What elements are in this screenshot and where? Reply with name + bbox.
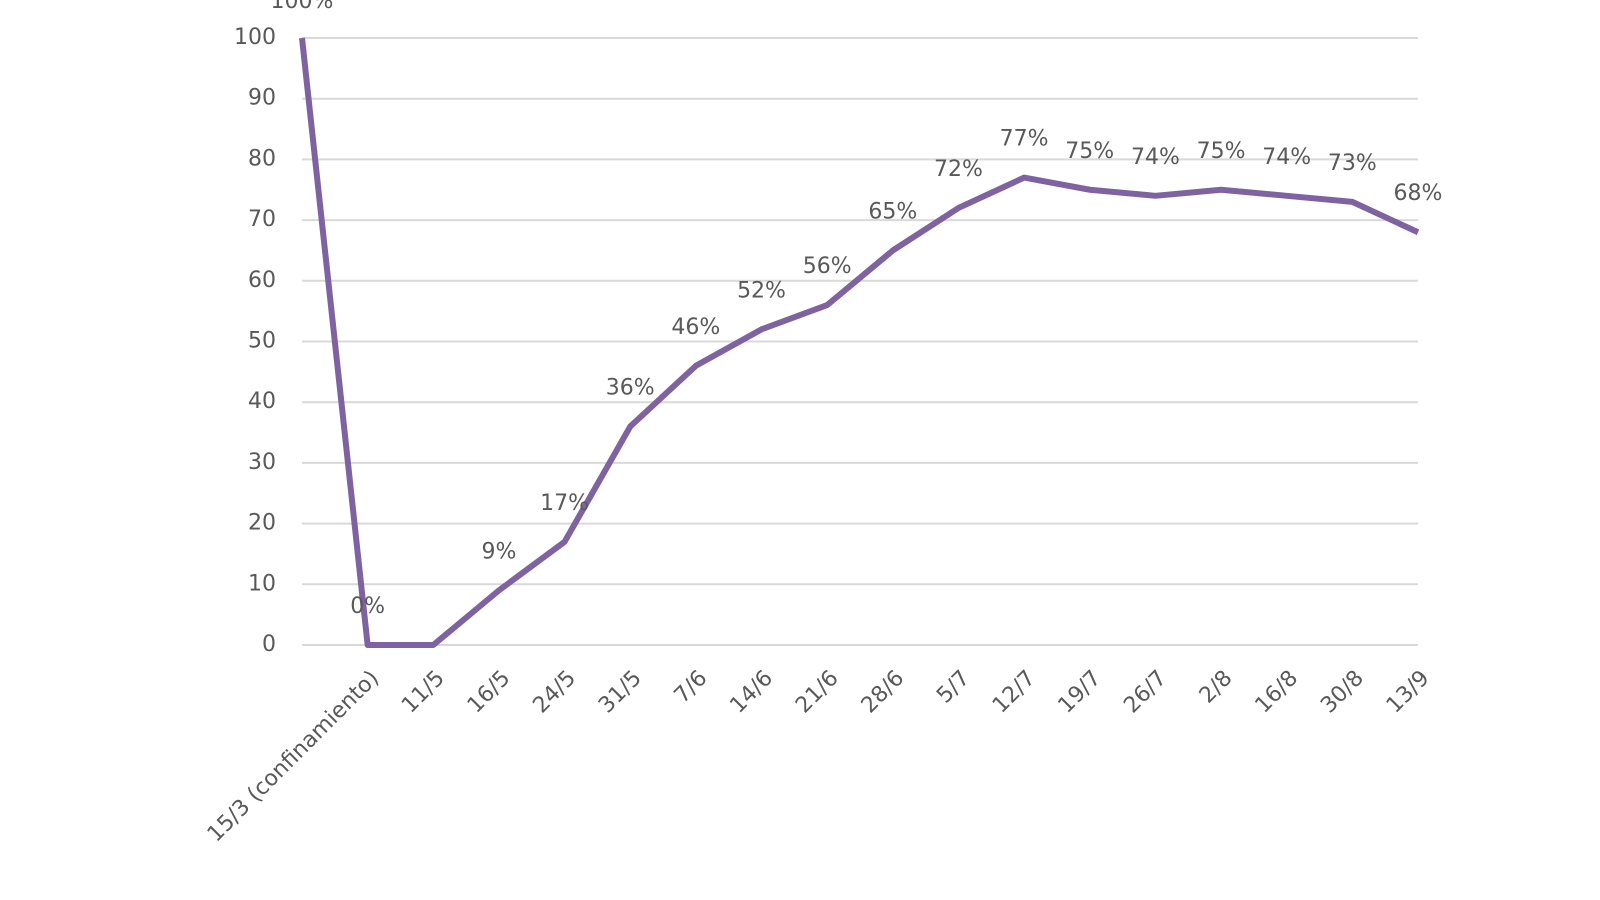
y-tick-label: 50 <box>248 329 276 354</box>
x-tick-label: 5/7 <box>932 666 975 709</box>
data-label: 75% <box>1197 139 1246 164</box>
data-label: 77% <box>1000 127 1049 152</box>
data-label: 72% <box>934 157 983 182</box>
x-tick-label: 28/6 <box>857 666 910 719</box>
data-label: 52% <box>737 278 786 303</box>
x-tick-label: 13/9 <box>1382 666 1435 719</box>
x-tick-label: 21/6 <box>791 666 844 719</box>
x-tick-label: 31/5 <box>594 666 647 719</box>
x-tick-label: 24/5 <box>528 666 581 719</box>
x-tick-label: 19/7 <box>1054 666 1107 719</box>
y-tick-label: 10 <box>248 571 276 596</box>
y-tick-label: 60 <box>248 268 276 293</box>
y-tick-label: 20 <box>248 511 276 536</box>
data-label: 17% <box>540 491 589 516</box>
data-label: 68% <box>1394 181 1443 206</box>
x-tick-label: 15/3 (confinamiento) <box>203 666 384 847</box>
data-label: 0% <box>350 594 385 619</box>
data-label: 75% <box>1065 139 1114 164</box>
x-tick-label: 30/8 <box>1316 666 1369 719</box>
x-tick-label: 12/7 <box>988 666 1041 719</box>
x-tick-label: 11/5 <box>397 666 450 719</box>
x-tick-label: 26/7 <box>1119 666 1172 719</box>
x-tick-label: 16/5 <box>463 666 516 719</box>
data-label: 56% <box>803 254 852 279</box>
x-tick-label: 16/8 <box>1251 666 1304 719</box>
data-label: 74% <box>1131 145 1180 170</box>
data-label: 36% <box>606 375 655 400</box>
x-tick-label: 14/6 <box>725 666 778 719</box>
y-tick-label: 90 <box>248 86 276 111</box>
data-label: 74% <box>1262 145 1311 170</box>
y-tick-label: 70 <box>248 207 276 232</box>
data-label: 100% <box>271 0 334 14</box>
data-line <box>299 37 1420 648</box>
data-label: 65% <box>868 199 917 224</box>
x-tick-label: 7/6 <box>670 666 713 709</box>
data-label: 9% <box>481 539 516 564</box>
y-tick-label: 30 <box>248 450 276 475</box>
y-tick-label: 40 <box>248 389 276 414</box>
data-label: 46% <box>671 315 720 340</box>
y-tick-label: 0 <box>262 632 276 657</box>
data-label: 73% <box>1328 151 1377 176</box>
y-tick-label: 80 <box>248 146 276 171</box>
y-tick-label: 100 <box>234 25 276 50</box>
x-tick-label: 2/8 <box>1195 666 1238 709</box>
